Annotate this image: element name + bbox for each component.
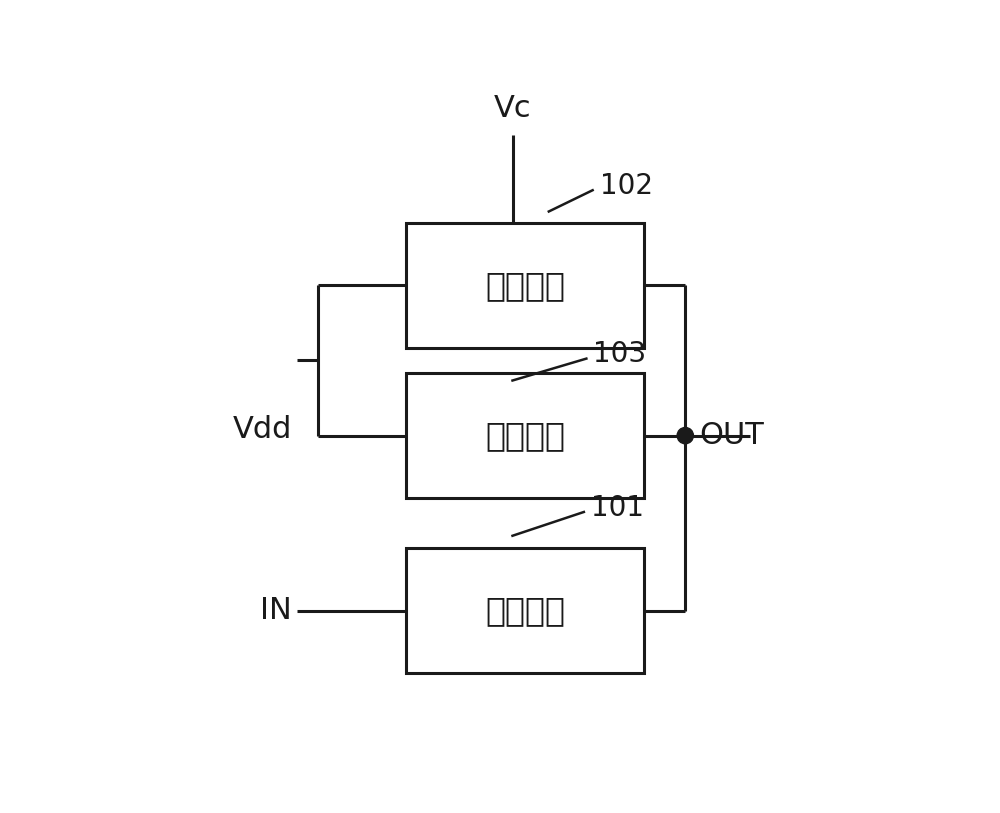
Text: 101: 101 — [591, 493, 644, 522]
Bar — [406, 373, 644, 498]
Text: Vc: Vc — [494, 93, 531, 123]
Text: Vdd: Vdd — [233, 415, 292, 444]
Text: 负载单元: 负载单元 — [485, 420, 565, 452]
Text: 调节单元: 调节单元 — [485, 269, 565, 302]
Circle shape — [677, 428, 693, 444]
Text: IN: IN — [260, 597, 292, 625]
Text: 103: 103 — [593, 340, 646, 368]
Text: 放大单元: 放大单元 — [485, 594, 565, 628]
Text: 102: 102 — [600, 172, 653, 201]
Bar — [406, 548, 644, 673]
Text: OUT: OUT — [699, 421, 764, 450]
Bar — [406, 223, 644, 348]
